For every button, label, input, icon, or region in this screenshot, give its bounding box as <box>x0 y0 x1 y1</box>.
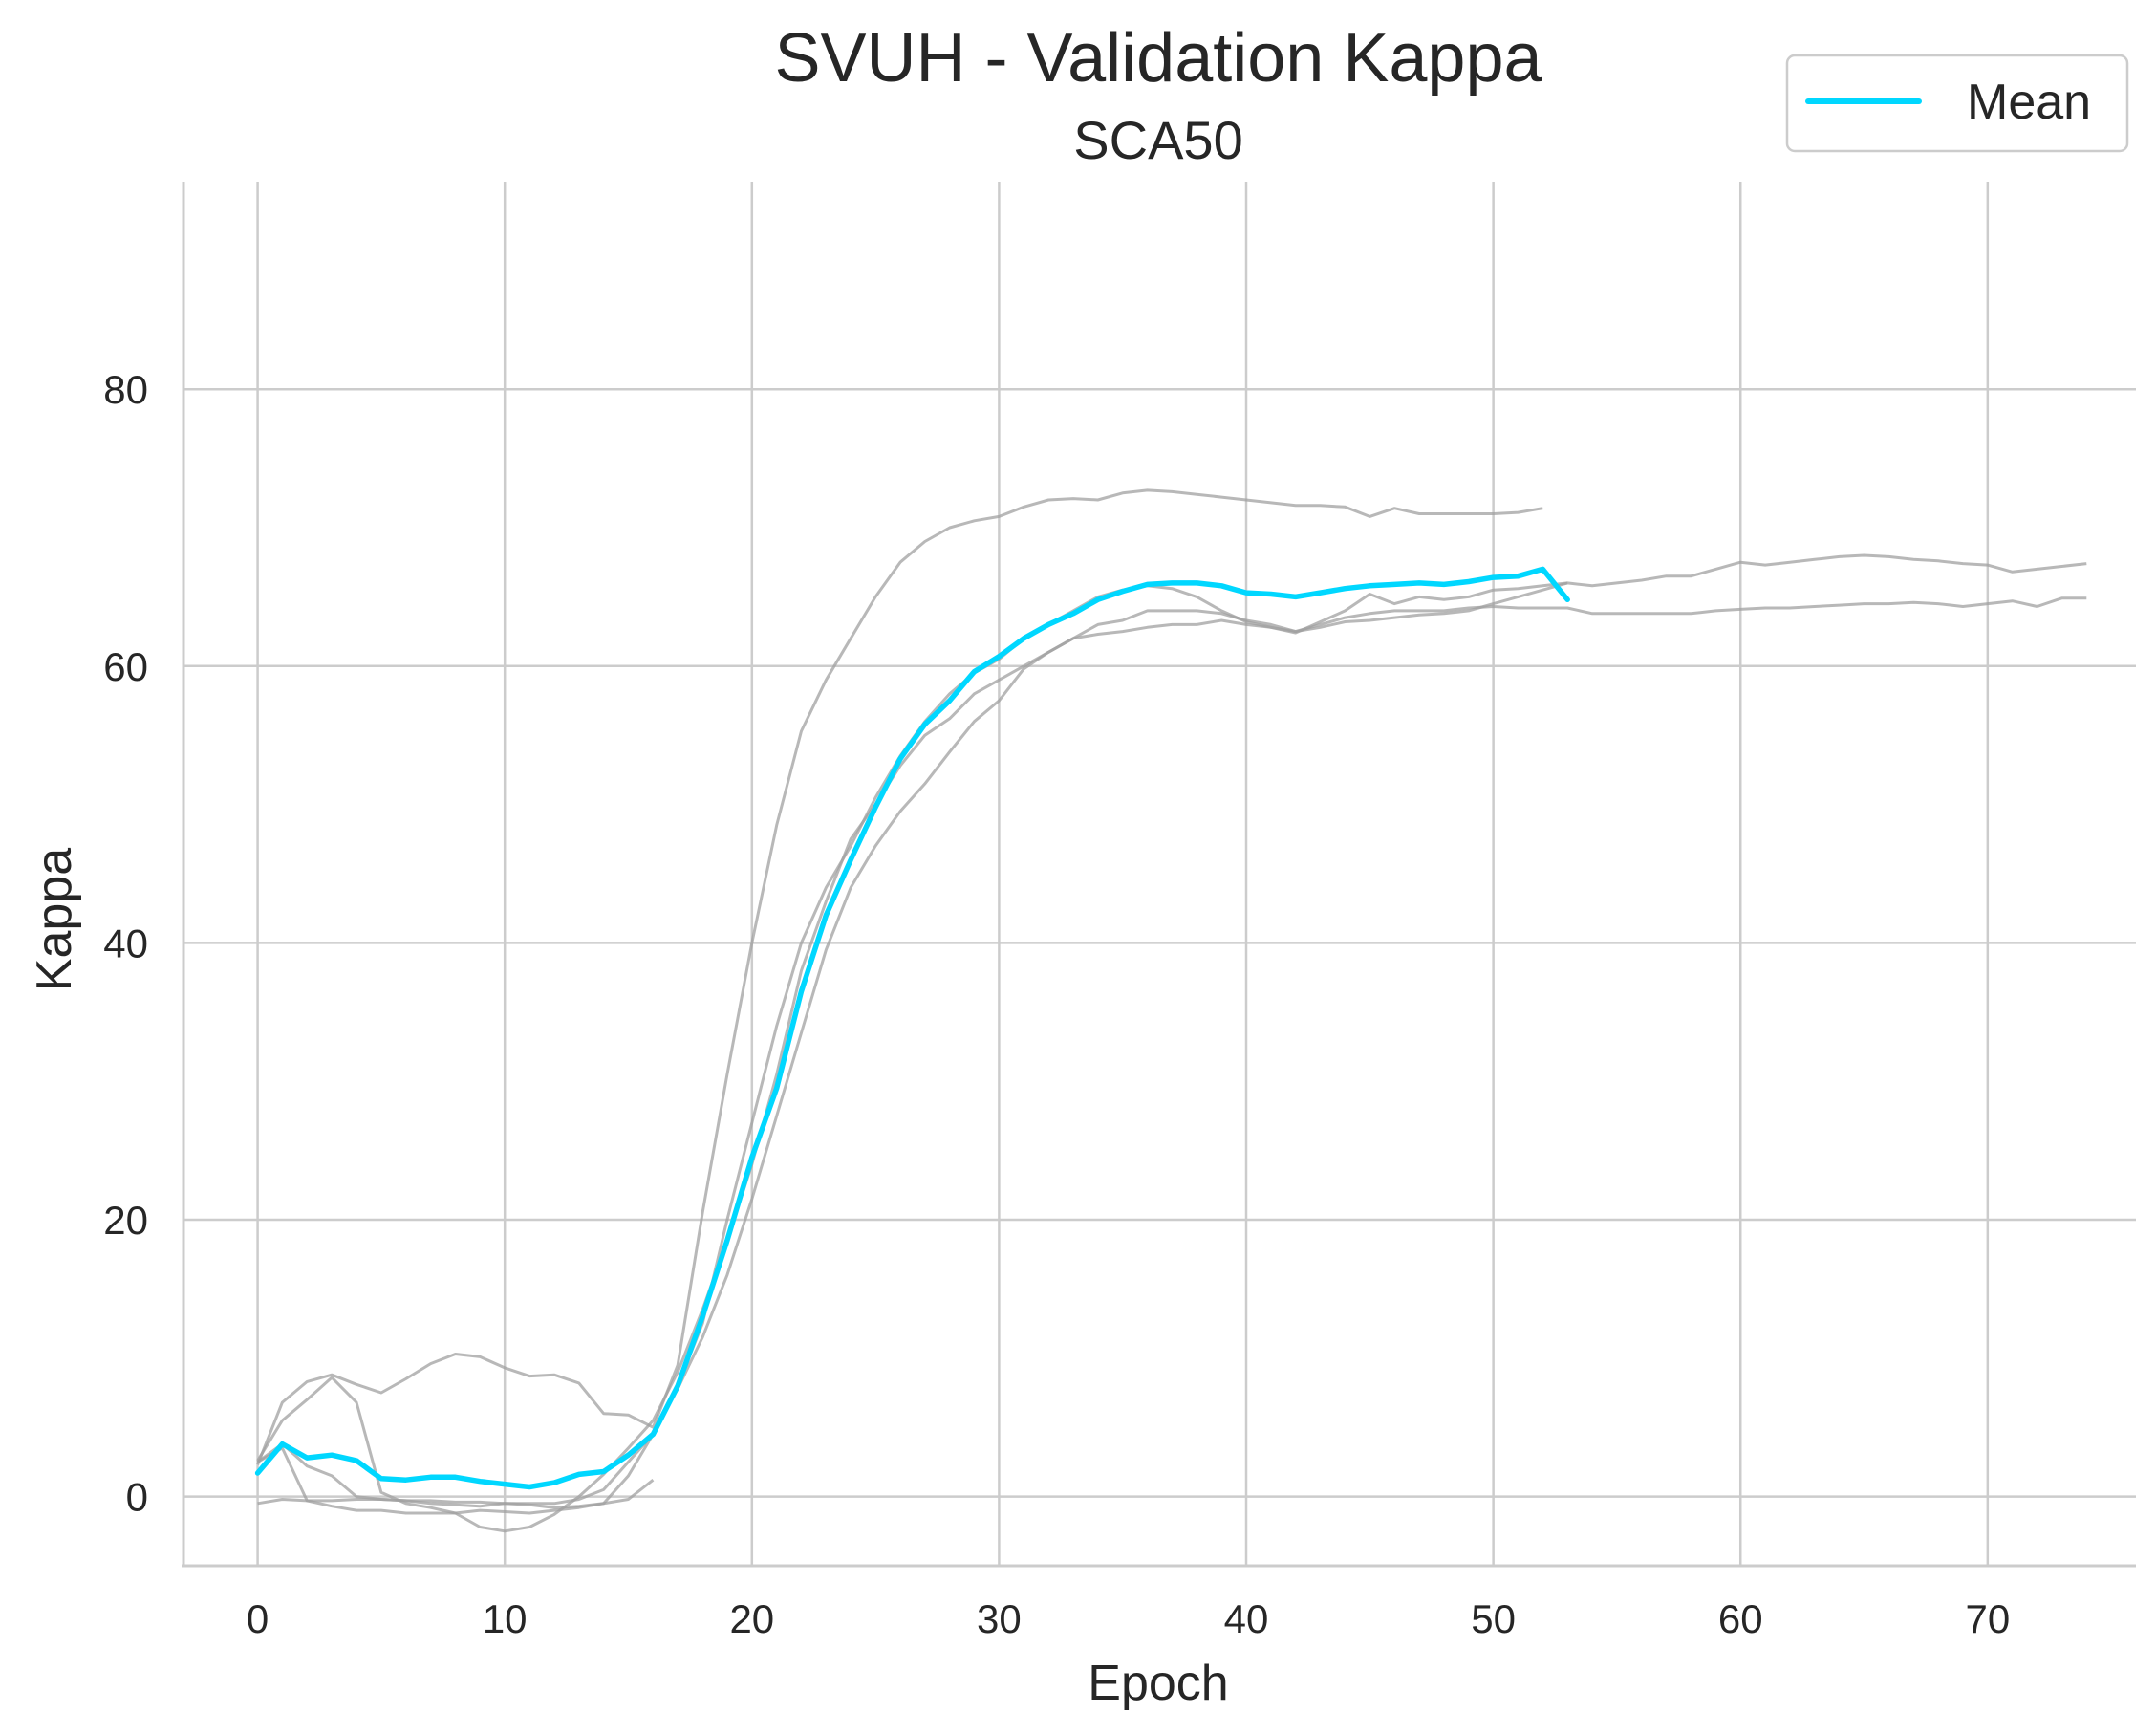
x-tick-label: 0 <box>247 1596 269 1641</box>
grid <box>183 182 2136 1566</box>
x-tick-label: 60 <box>1718 1596 1763 1641</box>
x-tick-label: 50 <box>1471 1596 1516 1641</box>
mean-line <box>254 566 1570 1490</box>
x-tick-label: 30 <box>977 1596 1022 1641</box>
axes-spines <box>182 182 2136 1568</box>
x-tick-label: 10 <box>483 1596 528 1641</box>
x-tick-label: 20 <box>729 1596 774 1641</box>
run-line-3 <box>256 596 2087 1515</box>
y-tick-label: 40 <box>103 921 148 965</box>
chart-subtitle: SCA50 <box>1073 110 1242 170</box>
y-tick-label: 0 <box>126 1475 148 1520</box>
chart-title: SVUH - Validation Kappa <box>774 20 1542 97</box>
y-tick-label: 20 <box>103 1198 148 1243</box>
run-line-2 <box>256 553 2087 1533</box>
legend-box <box>1785 54 2129 153</box>
legend: Mean <box>1785 54 2129 153</box>
run-line-1 <box>256 488 1543 1465</box>
run-lines <box>256 488 2087 1533</box>
run-line-5 <box>256 1442 655 1509</box>
y-tick-label: 60 <box>103 644 148 689</box>
y-axis-label: Kappa <box>27 848 82 991</box>
y-tick-label: 80 <box>103 367 148 412</box>
run-line-4 <box>257 581 1568 1506</box>
mean-series <box>254 566 1570 1490</box>
x-tick-label: 40 <box>1224 1596 1269 1641</box>
tick-labels: 0 10 20 30 40 50 60 70 0 20 40 60 80 <box>103 367 2010 1641</box>
legend-label-mean: Mean <box>1967 75 2091 130</box>
x-axis-label: Epoch <box>1088 1656 1228 1711</box>
x-tick-label: 70 <box>1965 1596 2010 1641</box>
